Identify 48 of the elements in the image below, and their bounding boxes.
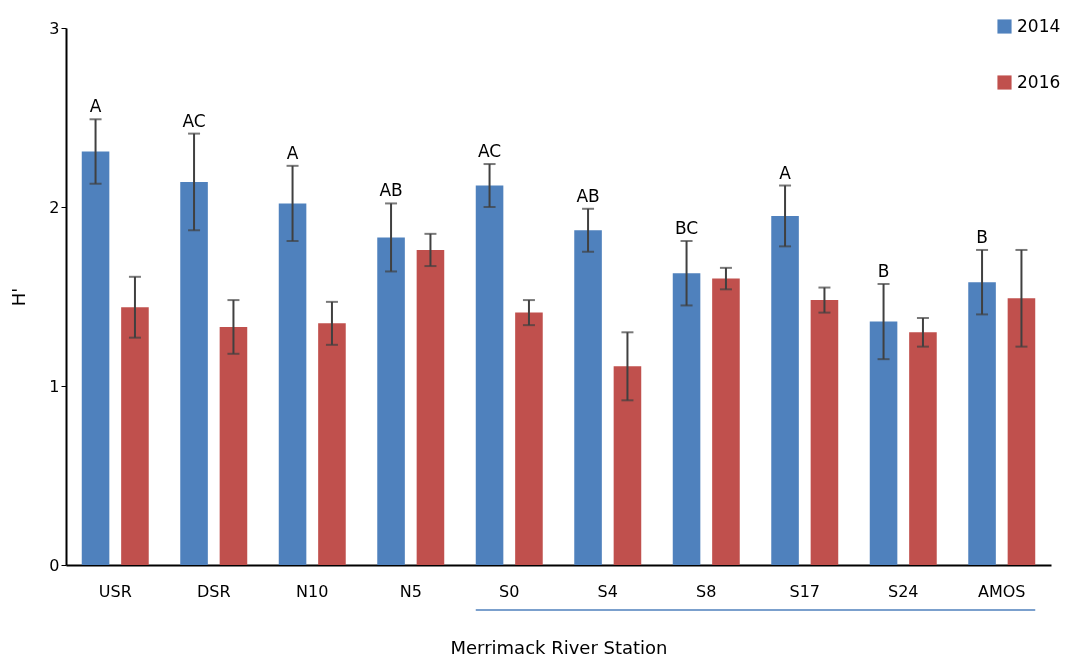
annotation: AC — [182, 110, 206, 131]
bar — [515, 312, 543, 565]
x-tick-label: N10 — [296, 581, 329, 601]
x-tick-label: S8 — [696, 581, 717, 601]
legend-label: 2016 — [1017, 71, 1061, 92]
bar — [81, 151, 110, 565]
bar — [416, 249, 445, 565]
x-tick-label: N5 — [399, 581, 422, 601]
bar — [180, 181, 208, 565]
x-axis-title: Merrimack River Station — [450, 636, 668, 658]
y-tick-label: 0 — [49, 555, 60, 575]
annotation: A — [89, 96, 102, 117]
bar — [574, 230, 602, 565]
annotation: BC — [674, 218, 699, 239]
bar — [712, 278, 740, 565]
x-tick-label: S24 — [887, 581, 919, 601]
annotation: AB — [379, 180, 403, 201]
bar — [810, 300, 839, 565]
bar — [219, 326, 248, 565]
annotation: A — [286, 142, 299, 163]
bar — [909, 332, 937, 565]
y-tick-label: 1 — [49, 376, 60, 396]
bar — [1007, 298, 1036, 565]
x-tick-label: S17 — [789, 581, 821, 601]
bar — [869, 321, 898, 565]
bar — [672, 273, 701, 565]
bar — [475, 185, 504, 565]
y-tick-label: 2 — [49, 197, 60, 217]
x-tick-label: S4 — [597, 581, 618, 601]
x-tick-label: DSR — [196, 581, 231, 601]
annotation: B — [877, 260, 890, 281]
y-tick-label: 3 — [49, 18, 60, 38]
annotation: A — [779, 162, 792, 183]
bar — [318, 323, 346, 565]
bar — [121, 307, 149, 565]
bar — [613, 366, 642, 565]
annotation: AB — [576, 185, 600, 206]
bar — [968, 282, 996, 565]
legend-label: 2014 — [1017, 15, 1061, 36]
annotation: B — [976, 226, 988, 247]
bar — [278, 203, 307, 565]
x-tick-label: USR — [98, 581, 132, 601]
bar — [377, 237, 405, 565]
x-tick-label: AMOS — [978, 581, 1026, 601]
annotation: AC — [477, 141, 502, 162]
y-axis-title: H' — [8, 287, 30, 307]
bar — [771, 215, 799, 565]
x-tick-label: S0 — [499, 581, 520, 601]
